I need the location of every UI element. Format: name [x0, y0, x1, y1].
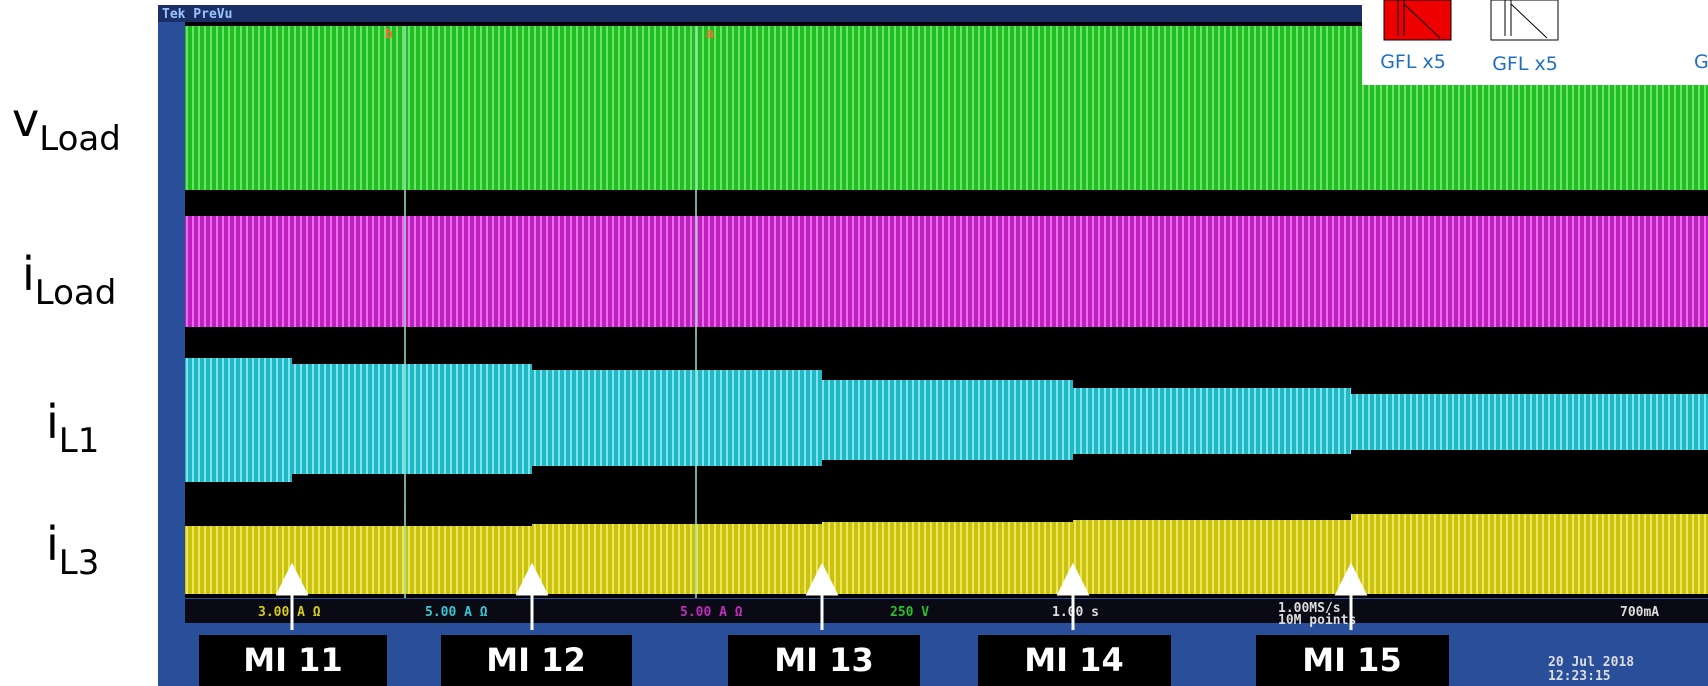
channel-readout: 5.00 A Ω — [680, 605, 743, 620]
scope-header: Tek PreVu — [162, 7, 232, 22]
step-label: MI 14 — [1024, 641, 1123, 679]
cursor-label: a — [706, 27, 714, 42]
time: 12:23:15 — [1548, 669, 1611, 684]
page: {"signal_labels": [ {"main": "v", "sub":… — [0, 0, 1708, 686]
status-bar — [185, 599, 1708, 623]
record-length: 10M points — [1278, 613, 1356, 628]
legend-label: GFL x5 — [1380, 51, 1446, 73]
legend-icon — [1491, 0, 1558, 40]
cursor-label: b — [385, 27, 393, 42]
legend-icon — [1384, 0, 1451, 40]
signal-label: vLoad — [12, 93, 121, 159]
trigger-level: 700mA — [1620, 605, 1659, 620]
legend-label: GFL x5 — [1492, 53, 1558, 75]
step-label: MI 13 — [774, 641, 873, 679]
step-label: MI 12 — [486, 641, 585, 679]
signal-label: iLoad — [22, 247, 116, 313]
signal-label: iL3 — [46, 517, 99, 583]
legend-label: G — [1694, 51, 1708, 73]
trace-iload — [185, 216, 1708, 327]
step-label: MI 11 — [243, 641, 342, 679]
figure: vLoad iLoad iL1 iL3 Tek PreVu b a 3.00 A… — [0, 0, 1708, 686]
trace-il3 — [185, 514, 1708, 594]
timebase: 1.00 s — [1052, 605, 1099, 620]
channel-readout: 5.00 A Ω — [425, 605, 488, 620]
step-label: MI 15 — [1302, 641, 1401, 679]
signal-label: iL1 — [46, 395, 99, 461]
date: 20 Jul 2018 — [1548, 655, 1634, 670]
channel-readout: 250 V — [890, 605, 929, 620]
channel-readout: 3.00 A Ω — [258, 605, 321, 620]
